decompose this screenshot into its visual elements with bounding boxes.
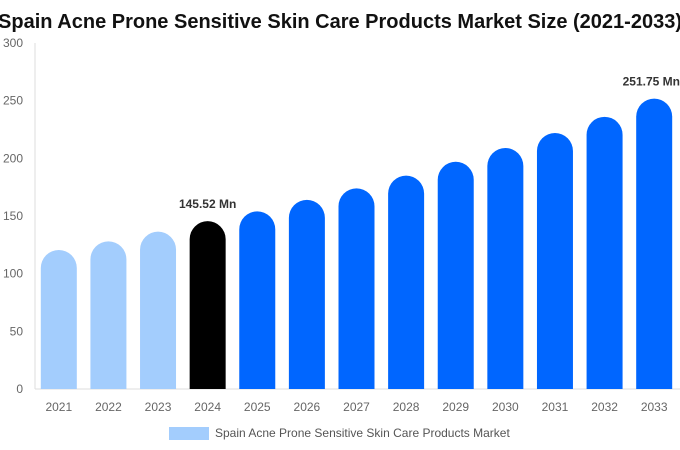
bar-2027[interactable] — [338, 188, 375, 389]
bar-2024[interactable] — [189, 221, 226, 389]
bar-2023[interactable] — [140, 231, 177, 389]
bar-2025[interactable] — [239, 211, 276, 389]
bar-2029[interactable] — [437, 161, 474, 389]
bar-2030[interactable] — [487, 147, 524, 389]
x-tick-label: 2033 — [641, 400, 668, 414]
y-tick-label: 50 — [10, 324, 24, 338]
x-tick-label: 2030 — [492, 400, 519, 414]
x-tick-label: 2022 — [95, 400, 122, 414]
x-tick-label: 2027 — [343, 400, 370, 414]
bar-2022[interactable] — [90, 241, 127, 389]
bar-2033[interactable] — [636, 98, 673, 390]
bars — [40, 98, 673, 390]
legend-swatch — [169, 427, 209, 440]
bar-2021[interactable] — [40, 250, 77, 389]
legend-label: Spain Acne Prone Sensitive Skin Care Pro… — [215, 426, 510, 440]
legend[interactable]: Spain Acne Prone Sensitive Skin Care Pro… — [169, 426, 510, 440]
x-tick-label: 2026 — [294, 400, 321, 414]
chart-title: Spain Acne Prone Sensitive Skin Care Pro… — [0, 11, 680, 33]
y-tick-label: 200 — [3, 151, 23, 165]
x-tick-label: 2021 — [45, 400, 72, 414]
bar-2028[interactable] — [388, 175, 425, 389]
y-tick-label: 250 — [3, 94, 23, 108]
y-tick-label: 0 — [16, 382, 23, 396]
x-axis: 2021 2022 2023 2024 2025 2026 2027 2028 2029 2030… — [45, 400, 667, 414]
bar-2026[interactable] — [288, 199, 325, 389]
y-tick-label: 300 — [3, 36, 23, 50]
bar-2031[interactable] — [536, 132, 573, 389]
x-tick-label: 2025 — [244, 400, 271, 414]
x-tick-label: 2023 — [145, 400, 172, 414]
x-tick-label: 2031 — [542, 400, 569, 414]
x-tick-label: 2024 — [194, 400, 221, 414]
x-tick-label: 2029 — [442, 400, 469, 414]
y-tick-label: 150 — [3, 209, 23, 223]
data-labels: 145.52 Mn 251.75 Mn — [179, 75, 680, 212]
y-tick-label: 100 — [3, 267, 23, 281]
data-label: 251.75 Mn — [623, 75, 680, 89]
x-tick-label: 2028 — [393, 400, 420, 414]
x-tick-label: 2032 — [591, 400, 618, 414]
bar-2032[interactable] — [586, 116, 623, 389]
data-label: 145.52 Mn — [179, 197, 236, 211]
